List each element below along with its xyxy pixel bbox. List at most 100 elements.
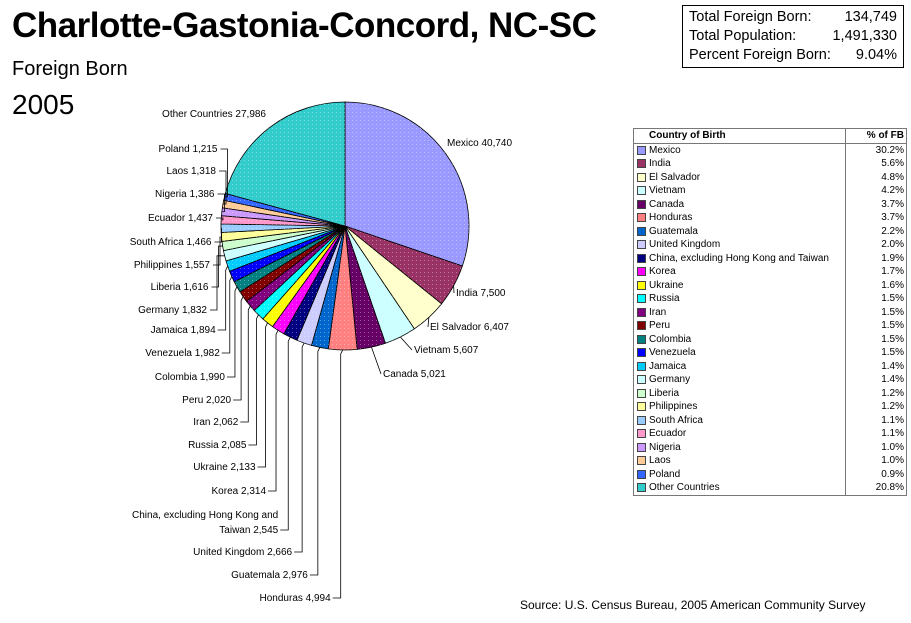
pie-label: Poland 1,215	[159, 144, 218, 155]
legend-pct: 20.8%	[845, 481, 906, 495]
pie-slice-texture	[239, 226, 345, 302]
legend-pct: 1.5%	[845, 319, 906, 333]
stat-total-foreign-born: Total Foreign Born: 134,749	[689, 8, 897, 27]
pie-leader-line	[220, 148, 228, 198]
legend-row: Germany 1.4%	[634, 373, 906, 387]
pie-leader-line	[214, 227, 222, 243]
legend-row: Guatemala 2.2%	[634, 224, 906, 238]
legend-row: Other Countries 20.8%	[634, 481, 906, 495]
chart-title: Charlotte-Gastonia-Concord, NC-SC	[12, 6, 597, 45]
legend-row: Ecuador 1.1%	[634, 427, 906, 441]
legend-rows: Mexico 30.2% India 5.6% El Salvador 4.8% Vietn…	[634, 143, 906, 495]
pie-leader-line	[268, 330, 279, 492]
pie-label: India 7,500	[456, 288, 506, 299]
pie-leader-line	[221, 276, 233, 354]
legend-header: Country of Birth % of FB	[634, 129, 906, 144]
pie-slice-texture	[283, 226, 345, 341]
legend-swatch	[636, 456, 646, 466]
legend-row: Poland 0.9%	[634, 467, 906, 481]
legend-swatch-cell	[634, 145, 648, 155]
legend-swatch	[636, 213, 646, 223]
stat-label: Percent Foreign Born:	[689, 47, 831, 63]
legend-row: Iran 1.5%	[634, 305, 906, 319]
pie-leader-line	[233, 296, 244, 401]
pie-label: Guatemala 2,976	[231, 570, 308, 581]
legend-swatch	[636, 375, 646, 385]
pie-label: Vietnam 5,607	[414, 345, 479, 356]
pie-slice-texture	[345, 226, 386, 350]
legend-country-name: Iran	[649, 306, 667, 318]
pie-leader-line	[427, 317, 430, 328]
legend-table: Country of Birth % of FB Mexico 30.2% Indi…	[633, 128, 907, 496]
legend-swatch	[636, 429, 646, 439]
legend-swatch	[636, 186, 646, 196]
pie-label: United Kingdom 2,666	[193, 547, 292, 558]
legend-swatch-cell	[634, 321, 648, 331]
legend-row: Venezuela 1.5%	[634, 346, 906, 360]
legend-pct: 1.1%	[845, 427, 906, 441]
pie-label: Canada 5,021	[383, 369, 446, 380]
pie-leader-line	[216, 217, 224, 221]
legend-pct: 4.8%	[845, 170, 906, 184]
legend-row: Laos 1.0%	[634, 454, 906, 468]
legend-row: Colombia 1.5%	[634, 332, 906, 346]
pie-label: China, excluding Hong Kong and Taiwan 2,5…	[132, 510, 279, 536]
pie-label: Honduras 4,994	[260, 593, 332, 604]
legend-country-name: El Salvador	[649, 171, 701, 183]
legend-row: Korea 1.7%	[634, 265, 906, 279]
pie-leader-line	[219, 170, 227, 205]
pie-slice-texture	[254, 226, 345, 319]
legend-row: El Salvador 4.8%	[634, 170, 906, 184]
pie-label: Jamaica 1,894	[151, 325, 216, 336]
legend-country-name: Peru	[649, 320, 671, 331]
legend-swatch	[636, 145, 646, 155]
legend-pct: 2.2%	[845, 224, 906, 238]
legend-swatch-cell	[634, 429, 648, 439]
legend-country-name: Russia	[649, 293, 680, 304]
legend-row: Honduras 3.7%	[634, 211, 906, 225]
legend-country-name: South Africa	[649, 414, 703, 426]
pie-label: Liberia 1,616	[151, 282, 209, 293]
legend-pct: 1.5%	[845, 332, 906, 346]
legend-swatch-cell	[634, 240, 648, 250]
pie-label: Peru 2,020	[182, 395, 231, 406]
legend-swatch	[636, 267, 646, 277]
legend-swatch-cell	[634, 159, 648, 169]
pie-leader-line	[240, 305, 251, 423]
legend-row: Philippines 1.2%	[634, 400, 906, 414]
pie-label: Russia 2,085	[188, 440, 247, 451]
pie-slice-texture	[221, 226, 345, 242]
legend-swatch	[636, 321, 646, 331]
legend-swatch	[636, 402, 646, 412]
legend-swatch	[636, 172, 646, 182]
legend-country-name: Other Countries	[649, 482, 720, 493]
legend-country-name: China, excluding Hong Kong and Taiwan	[649, 252, 829, 264]
legend-pct: 2.0%	[845, 238, 906, 252]
stat-value: 1,491,330	[832, 28, 897, 44]
pie-leader-line	[294, 342, 305, 553]
legend-swatch-cell	[634, 172, 648, 182]
pie-label: Laos 1,318	[167, 166, 217, 177]
legend-swatch-cell	[634, 307, 648, 317]
legend-pct: 3.7%	[845, 211, 906, 225]
legend-pct: 30.2%	[845, 143, 906, 157]
pie-leader-line	[280, 337, 291, 531]
legend-swatch-cell	[634, 456, 648, 466]
chart-subtitle: Foreign Born	[12, 58, 128, 80]
legend-swatch-cell	[634, 442, 648, 452]
stat-value: 134,749	[844, 9, 897, 25]
legend-country-name: Liberia	[649, 387, 680, 399]
pie-leader-line	[217, 265, 229, 331]
legend-swatch-cell	[634, 415, 648, 425]
legend-country-name: Poland	[649, 468, 681, 480]
legend-country-name: Guatemala	[649, 225, 698, 237]
stat-total-population: Total Population: 1,491,330	[689, 27, 897, 46]
legend-header-country: Country of Birth	[649, 130, 726, 141]
legend-swatch	[636, 199, 646, 209]
legend-row: Nigeria 1.0%	[634, 440, 906, 454]
legend-swatch-cell	[634, 186, 648, 196]
pie-label: Other Countries 27,986	[162, 109, 266, 120]
legend-swatch	[636, 415, 646, 425]
legend-row: Mexico 30.2%	[634, 143, 906, 157]
legend-pct: 1.0%	[845, 454, 906, 468]
